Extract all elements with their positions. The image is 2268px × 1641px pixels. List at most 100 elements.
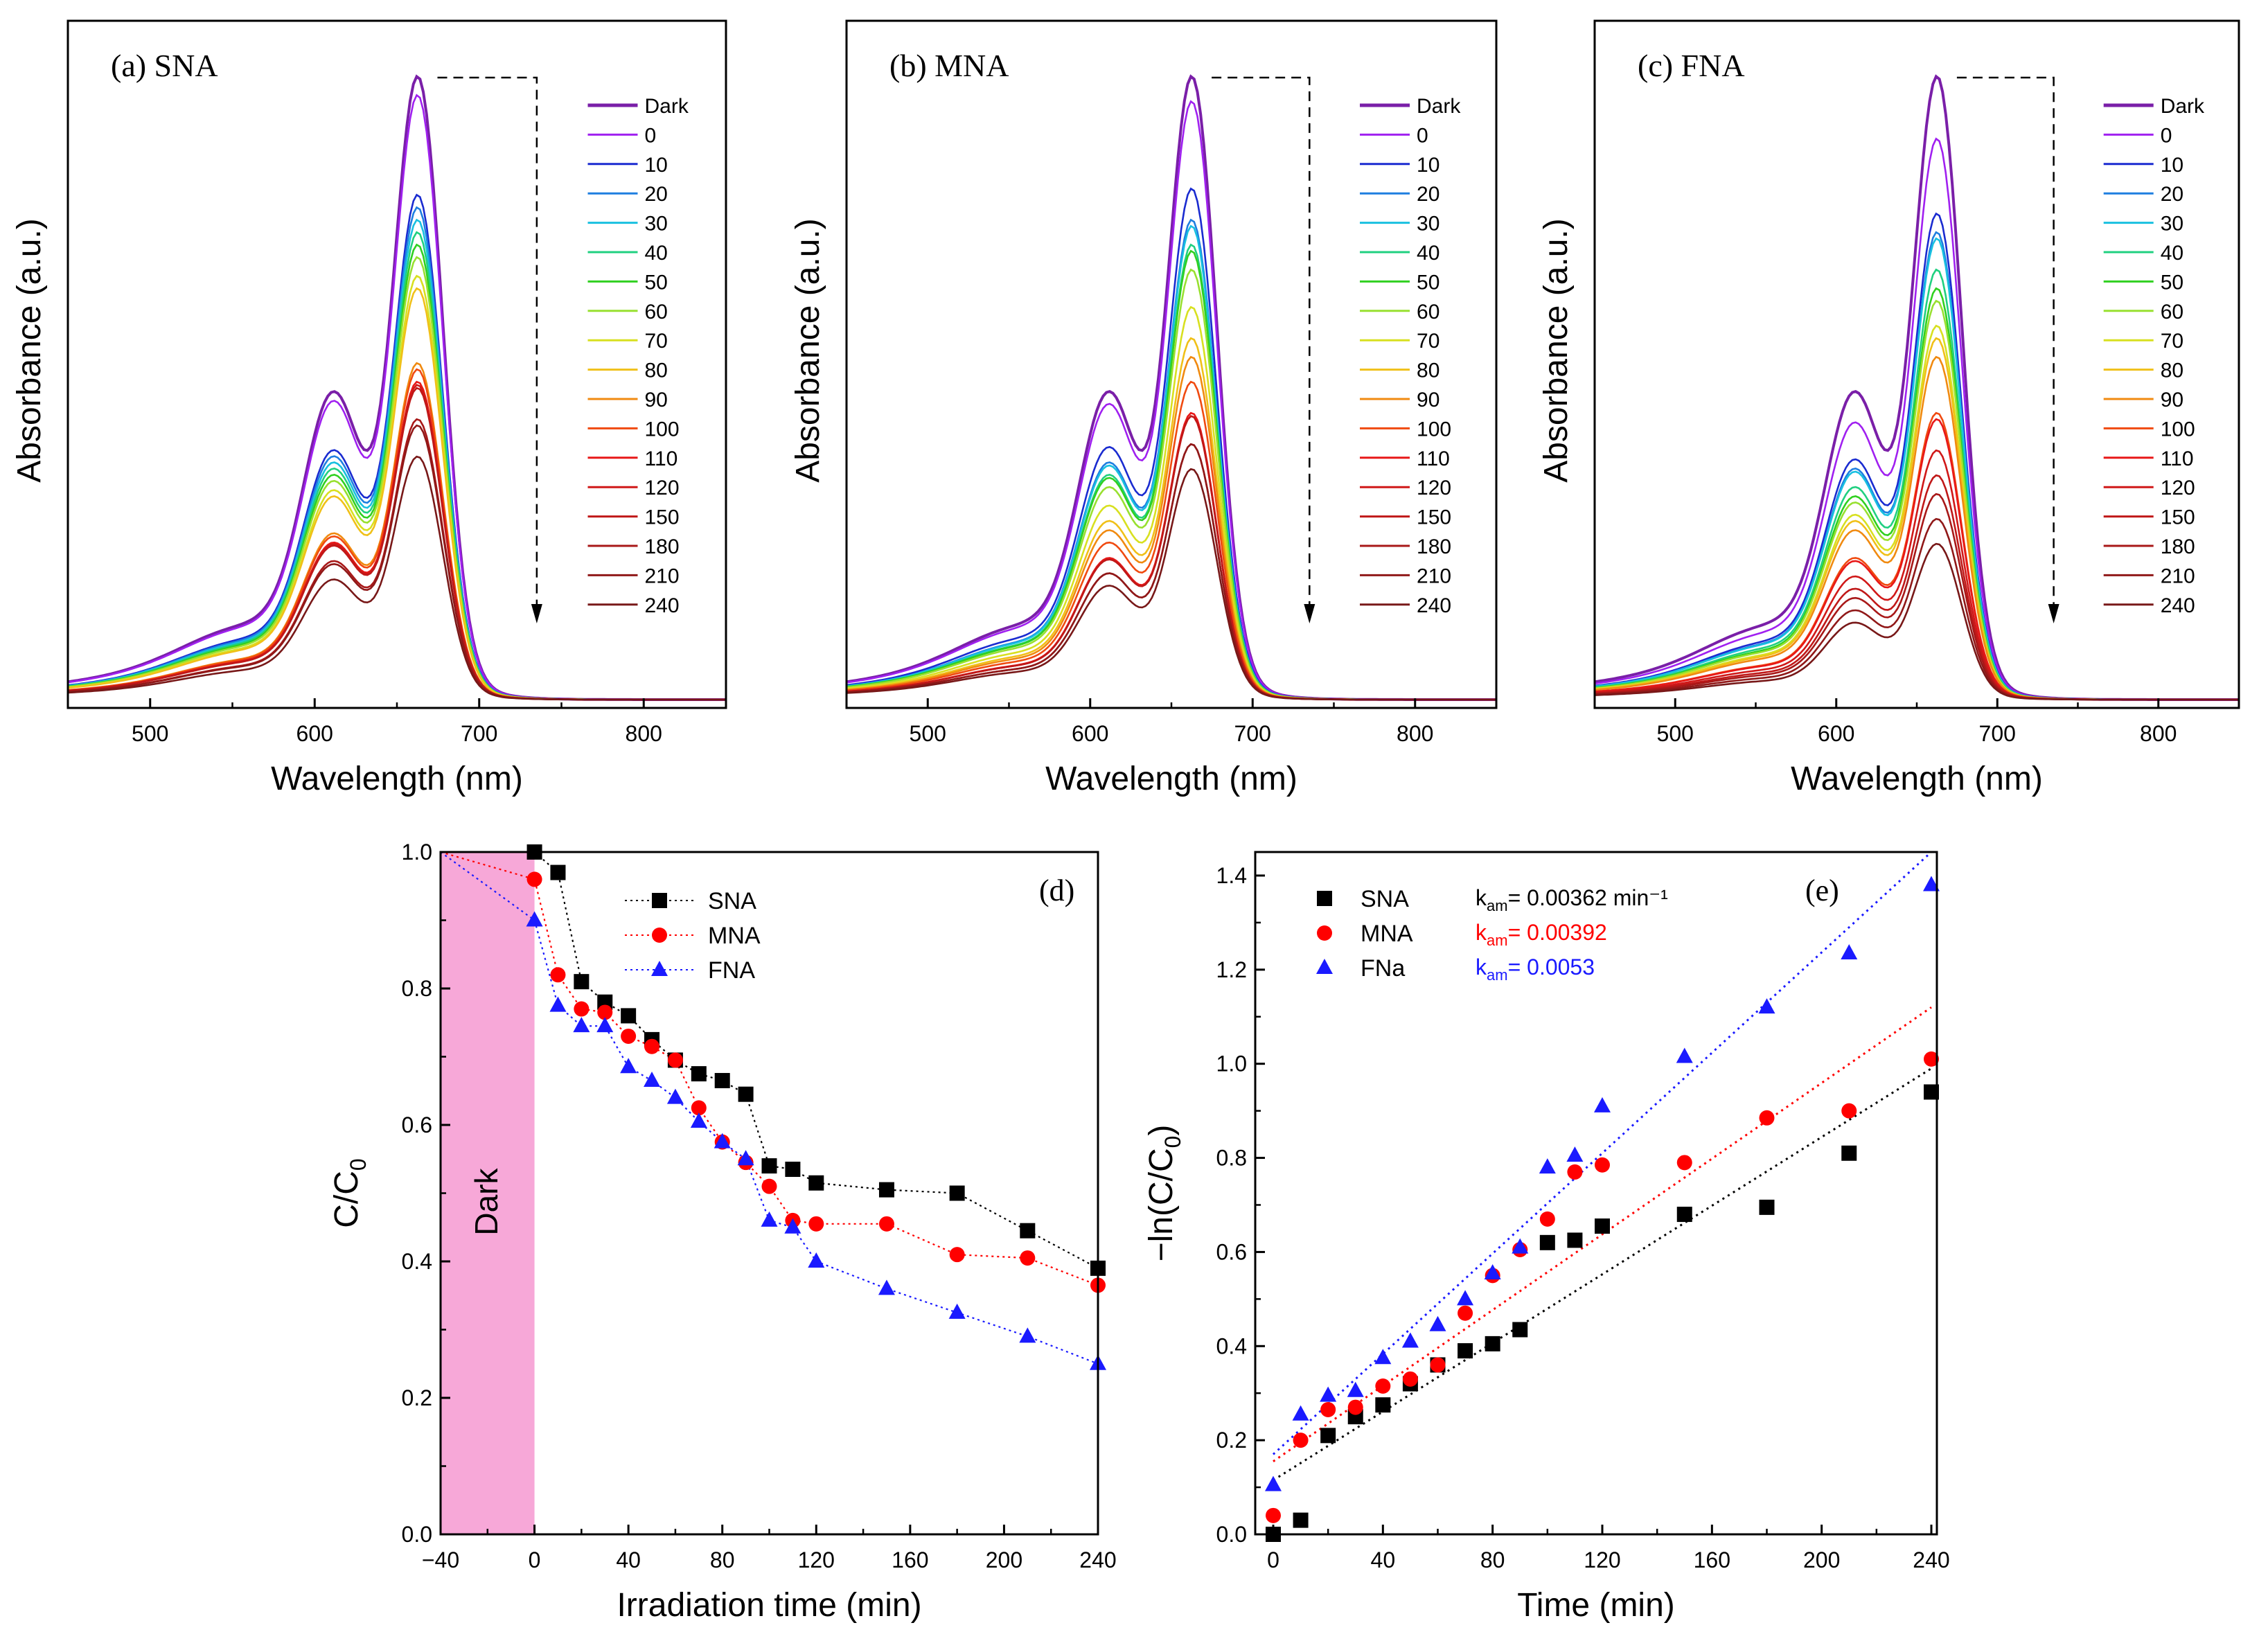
decay-arrow-head — [531, 604, 542, 623]
panel-title: (d) — [1039, 873, 1074, 907]
data-point-SNA — [714, 1072, 730, 1088]
legend-label-0: 0 — [1417, 124, 1428, 147]
x-tick-label: 40 — [1371, 1547, 1396, 1572]
y-axis-label: Absorbance (a.u.) — [11, 218, 48, 483]
data-point-SNA — [785, 1162, 801, 1178]
data-point-MNA — [526, 871, 542, 887]
data-point-MNA — [1402, 1371, 1418, 1387]
data-point-MNA — [878, 1216, 894, 1232]
data-point-MNA — [691, 1100, 707, 1116]
legend-label-90: 90 — [645, 389, 668, 411]
data-point-SNA — [550, 864, 566, 880]
fit-line-MNA — [1273, 1006, 1932, 1462]
data-point-SNA — [1567, 1232, 1583, 1248]
x-axis-label: Time (min) — [1517, 1587, 1675, 1624]
x-tick-label: 500 — [1657, 721, 1694, 746]
data-point-SNA — [1375, 1397, 1391, 1413]
x-axis-label: Irradiation time (min) — [617, 1587, 921, 1624]
data-point-FNA — [948, 1303, 966, 1319]
fit-line-FNa — [1272, 851, 1933, 1455]
data-point-MNA — [1430, 1357, 1446, 1373]
dark-label: Dark — [468, 1167, 504, 1235]
data-point-MNA — [574, 1001, 590, 1017]
legend-label-110: 110 — [2161, 447, 2194, 470]
spectrum-curve-240 — [846, 468, 1496, 701]
spectrum-curve-240 — [1594, 542, 2239, 701]
decay-arrow — [1956, 76, 2055, 611]
data-point-SNA — [949, 1185, 965, 1201]
data-point-FNa — [1512, 1238, 1529, 1254]
legend-label-90: 90 — [1417, 389, 1439, 411]
data-point-SNA — [1595, 1218, 1610, 1234]
legend-marker-SNA — [652, 893, 667, 908]
legend-label-80: 80 — [645, 360, 668, 382]
legend-label-20: 20 — [2161, 183, 2183, 206]
data-point-FNA — [620, 1058, 637, 1074]
data-point-FNa — [1374, 1349, 1392, 1365]
y-tick-label: 0.4 — [402, 1249, 432, 1274]
data-point-FNA — [1019, 1327, 1036, 1343]
series-line-SNA — [441, 851, 1099, 1269]
y-tick-label: 1.4 — [1216, 863, 1247, 888]
data-point-FNa — [1676, 1047, 1693, 1063]
data-point-FNa — [1923, 876, 1940, 892]
data-point-MNA — [621, 1028, 637, 1044]
legend-label-MNA: MNA — [708, 923, 761, 949]
legend-marker-MNA — [652, 928, 667, 943]
legend-label-50: 50 — [2161, 271, 2183, 294]
data-point-FNa — [1401, 1332, 1419, 1348]
legend-label-80: 80 — [2161, 360, 2183, 382]
x-tick-label: 240 — [1079, 1547, 1116, 1572]
y-tick-label: 0.0 — [1216, 1522, 1247, 1547]
data-point-SNA — [878, 1182, 894, 1198]
legend-label-120: 120 — [1417, 477, 1451, 499]
fit-line-SNA — [1273, 1067, 1932, 1482]
legend-label-SNA: SNA — [1361, 886, 1409, 912]
data-point-SNA — [1759, 1199, 1775, 1215]
legend-label-70: 70 — [645, 330, 668, 353]
x-tick-label: 200 — [986, 1547, 1022, 1572]
y-tick-label: 1.0 — [1216, 1052, 1247, 1076]
data-point-MNA — [1320, 1401, 1336, 1417]
y-tick-label: 0.8 — [1216, 1146, 1247, 1171]
y-axis-label: C/C0 — [328, 1158, 371, 1227]
x-tick-label: 700 — [1979, 721, 2016, 746]
legend-label-70: 70 — [1417, 330, 1439, 353]
decay-arrow-head — [1304, 604, 1315, 623]
spectrum-curve-240 — [67, 455, 726, 701]
data-point-MNA — [1595, 1157, 1610, 1173]
data-point-FNa — [1539, 1158, 1556, 1174]
data-point-MNA — [1293, 1432, 1309, 1448]
legend-label-90: 90 — [2161, 389, 2183, 411]
data-point-SNA — [1293, 1512, 1309, 1528]
data-point-FNa — [1841, 944, 1858, 960]
data-point-MNA — [1020, 1250, 1036, 1266]
spectrum-curve-100 — [1594, 411, 2239, 701]
data-point-MNA — [1759, 1110, 1775, 1126]
legend-label-100: 100 — [1417, 418, 1451, 441]
legend-marker-MNA — [1317, 925, 1332, 941]
data-point-MNA — [1539, 1211, 1555, 1227]
plot-frame — [1254, 851, 1938, 1536]
legend-marker-FNA — [651, 961, 668, 976]
panel-title: (a) SNA — [111, 48, 218, 83]
data-point-FNA — [644, 1071, 661, 1087]
data-point-SNA — [1841, 1145, 1857, 1161]
spectrum-curve-110 — [1594, 418, 2239, 701]
y-axis-label: Absorbance (a.u.) — [1538, 218, 1575, 483]
x-axis-label: Wavelength (nm) — [271, 761, 523, 797]
legend-label-100: 100 — [2161, 418, 2195, 441]
spectrum-curve-80 — [846, 337, 1496, 701]
data-point-SNA — [1458, 1343, 1473, 1359]
rate-constant-FNa: kam= 0.0053 — [1476, 955, 1595, 984]
panel-title: (b) MNA — [889, 48, 1009, 83]
data-point-SNA — [1485, 1336, 1500, 1351]
data-point-MNA — [667, 1052, 683, 1068]
data-point-MNA — [1458, 1305, 1473, 1321]
y-tick-label: 0.8 — [402, 976, 432, 1001]
data-point-FNa — [1347, 1381, 1364, 1397]
series-line-FNA — [440, 851, 1099, 1365]
legend-label-10: 10 — [2161, 154, 2183, 177]
